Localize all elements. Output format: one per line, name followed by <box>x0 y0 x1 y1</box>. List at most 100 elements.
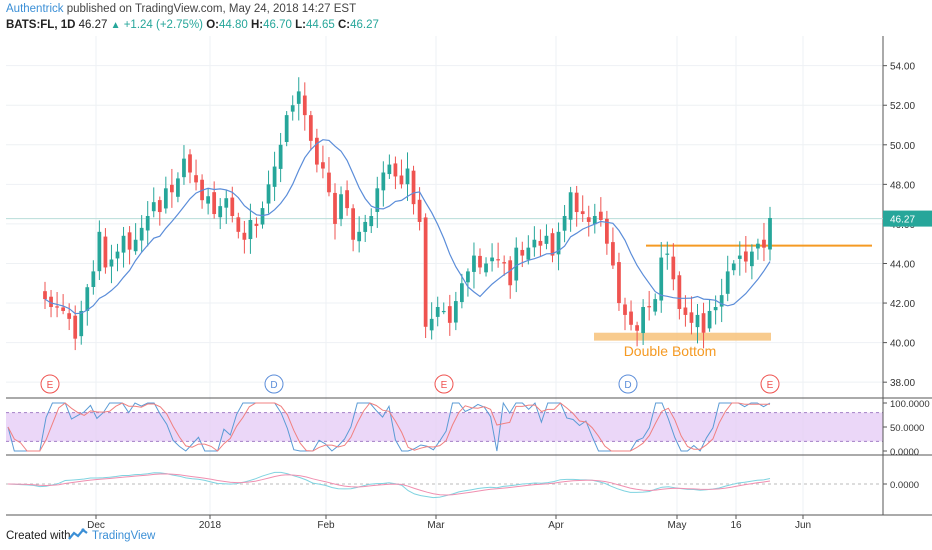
candle-body <box>139 227 144 241</box>
candle-body <box>466 271 470 283</box>
candle-body <box>647 306 652 308</box>
candle-body <box>182 158 186 178</box>
candle-body <box>61 307 65 311</box>
tradingview-logo-icon[interactable] <box>68 528 88 547</box>
candle-body <box>321 162 325 169</box>
symbol-line: BATS:FL, 1D 46.27 ▲ +1.24 (+2.75%) O:44.… <box>6 18 379 33</box>
candle-body <box>363 221 368 232</box>
low-label: L: <box>295 19 306 31</box>
candle-body <box>254 223 259 226</box>
open-value: 44.80 <box>218 19 248 31</box>
publish-header: Authentrick published on TradingView.com… <box>6 2 356 17</box>
candle-body <box>653 299 658 312</box>
candle-body <box>701 313 706 333</box>
time-axis: Dec 2018 Feb Mar Apr May 16 Jun <box>87 515 811 531</box>
panel-separators <box>6 36 932 516</box>
symbol-label[interactable]: BATS:FL, 1D <box>6 19 76 31</box>
high-label: H: <box>250 19 264 31</box>
footer: Created with TradingView <box>0 520 932 550</box>
candle-body <box>194 175 198 183</box>
candle-body <box>574 192 579 213</box>
candle-body <box>611 242 615 266</box>
x-tick-label: Dec <box>87 520 105 531</box>
tradingview-link[interactable]: TradingView <box>92 530 156 542</box>
candle-body <box>333 192 337 224</box>
open-label: O: <box>206 19 219 31</box>
dividend-marker <box>264 374 284 394</box>
candle-body <box>580 211 585 215</box>
macd-tick-label: 0.0000 <box>890 480 919 491</box>
candle-body <box>429 318 434 331</box>
publish-info: published on TradingView.com, May 24, 20… <box>66 3 357 15</box>
macd-line <box>7 471 771 499</box>
candle-body <box>725 271 730 294</box>
candle-body <box>308 115 313 141</box>
candle-body <box>605 218 609 244</box>
candle-body <box>520 249 525 256</box>
event-marker-label: E <box>441 380 448 391</box>
up-arrow-icon: ▲ <box>110 20 121 31</box>
macd-signal-line <box>7 473 771 496</box>
candle-body <box>756 243 760 249</box>
candle-body <box>453 301 458 323</box>
candle-body <box>327 172 331 193</box>
price-axis: 54.0052.0050.0048.0046.0044.0042.0040.00… <box>883 62 932 491</box>
author-link[interactable]: Authentrick <box>6 3 64 15</box>
candle-body <box>151 202 156 212</box>
candle-body <box>145 216 150 231</box>
candle-body <box>526 247 531 260</box>
candle-body <box>677 275 682 309</box>
candle-body <box>248 219 253 240</box>
candle-body <box>127 232 132 250</box>
candle-body <box>665 253 670 255</box>
candle-body <box>659 257 664 301</box>
candle-body <box>768 217 772 250</box>
y-tick-label: 48.00 <box>890 180 915 191</box>
candle-body <box>218 206 223 218</box>
candle-body <box>478 255 482 268</box>
rsi-tick-label: 50.0000 <box>890 423 924 434</box>
candle-body <box>43 291 47 300</box>
candle-body <box>544 235 549 244</box>
candle-body <box>750 251 754 267</box>
candle-body <box>357 231 362 242</box>
candle-body <box>617 262 621 304</box>
candle-body <box>441 310 446 313</box>
rsi-tick-label: 0.0000 <box>890 447 919 458</box>
x-tick-label: 2018 <box>199 520 222 531</box>
candle-body <box>743 251 748 262</box>
rsi-k-line <box>7 401 771 452</box>
candle-body <box>635 325 639 331</box>
indicators-layer <box>6 401 883 499</box>
high-value: 46.70 <box>263 19 292 31</box>
candle-body <box>109 259 114 267</box>
candle-body <box>592 216 597 225</box>
candle-body <box>236 217 241 232</box>
candle-body <box>272 166 277 187</box>
candle-body <box>351 208 355 240</box>
candle-body <box>375 188 380 212</box>
candle-body <box>641 307 645 334</box>
low-value: 44.65 <box>305 19 335 31</box>
last-price-tag-label: 46.27 <box>890 215 915 226</box>
candle-body <box>315 137 319 165</box>
earnings-marker <box>434 374 454 394</box>
candle-body <box>671 256 676 280</box>
candle-body <box>345 190 349 209</box>
candle-body <box>460 283 464 303</box>
candle-body <box>170 184 174 193</box>
close-value: 46.27 <box>350 19 379 31</box>
candle-body <box>79 310 84 337</box>
candle-body <box>405 168 410 185</box>
event-marker-label: D <box>270 380 277 391</box>
candle-body <box>490 257 494 262</box>
candle-body <box>683 307 688 315</box>
candle-body <box>762 239 766 248</box>
candle-body <box>399 175 404 185</box>
candle-body <box>737 255 742 259</box>
candle-body <box>278 144 283 169</box>
candle-body <box>266 184 271 204</box>
candle-body <box>91 271 96 287</box>
created-with-label: Created with <box>6 530 71 542</box>
